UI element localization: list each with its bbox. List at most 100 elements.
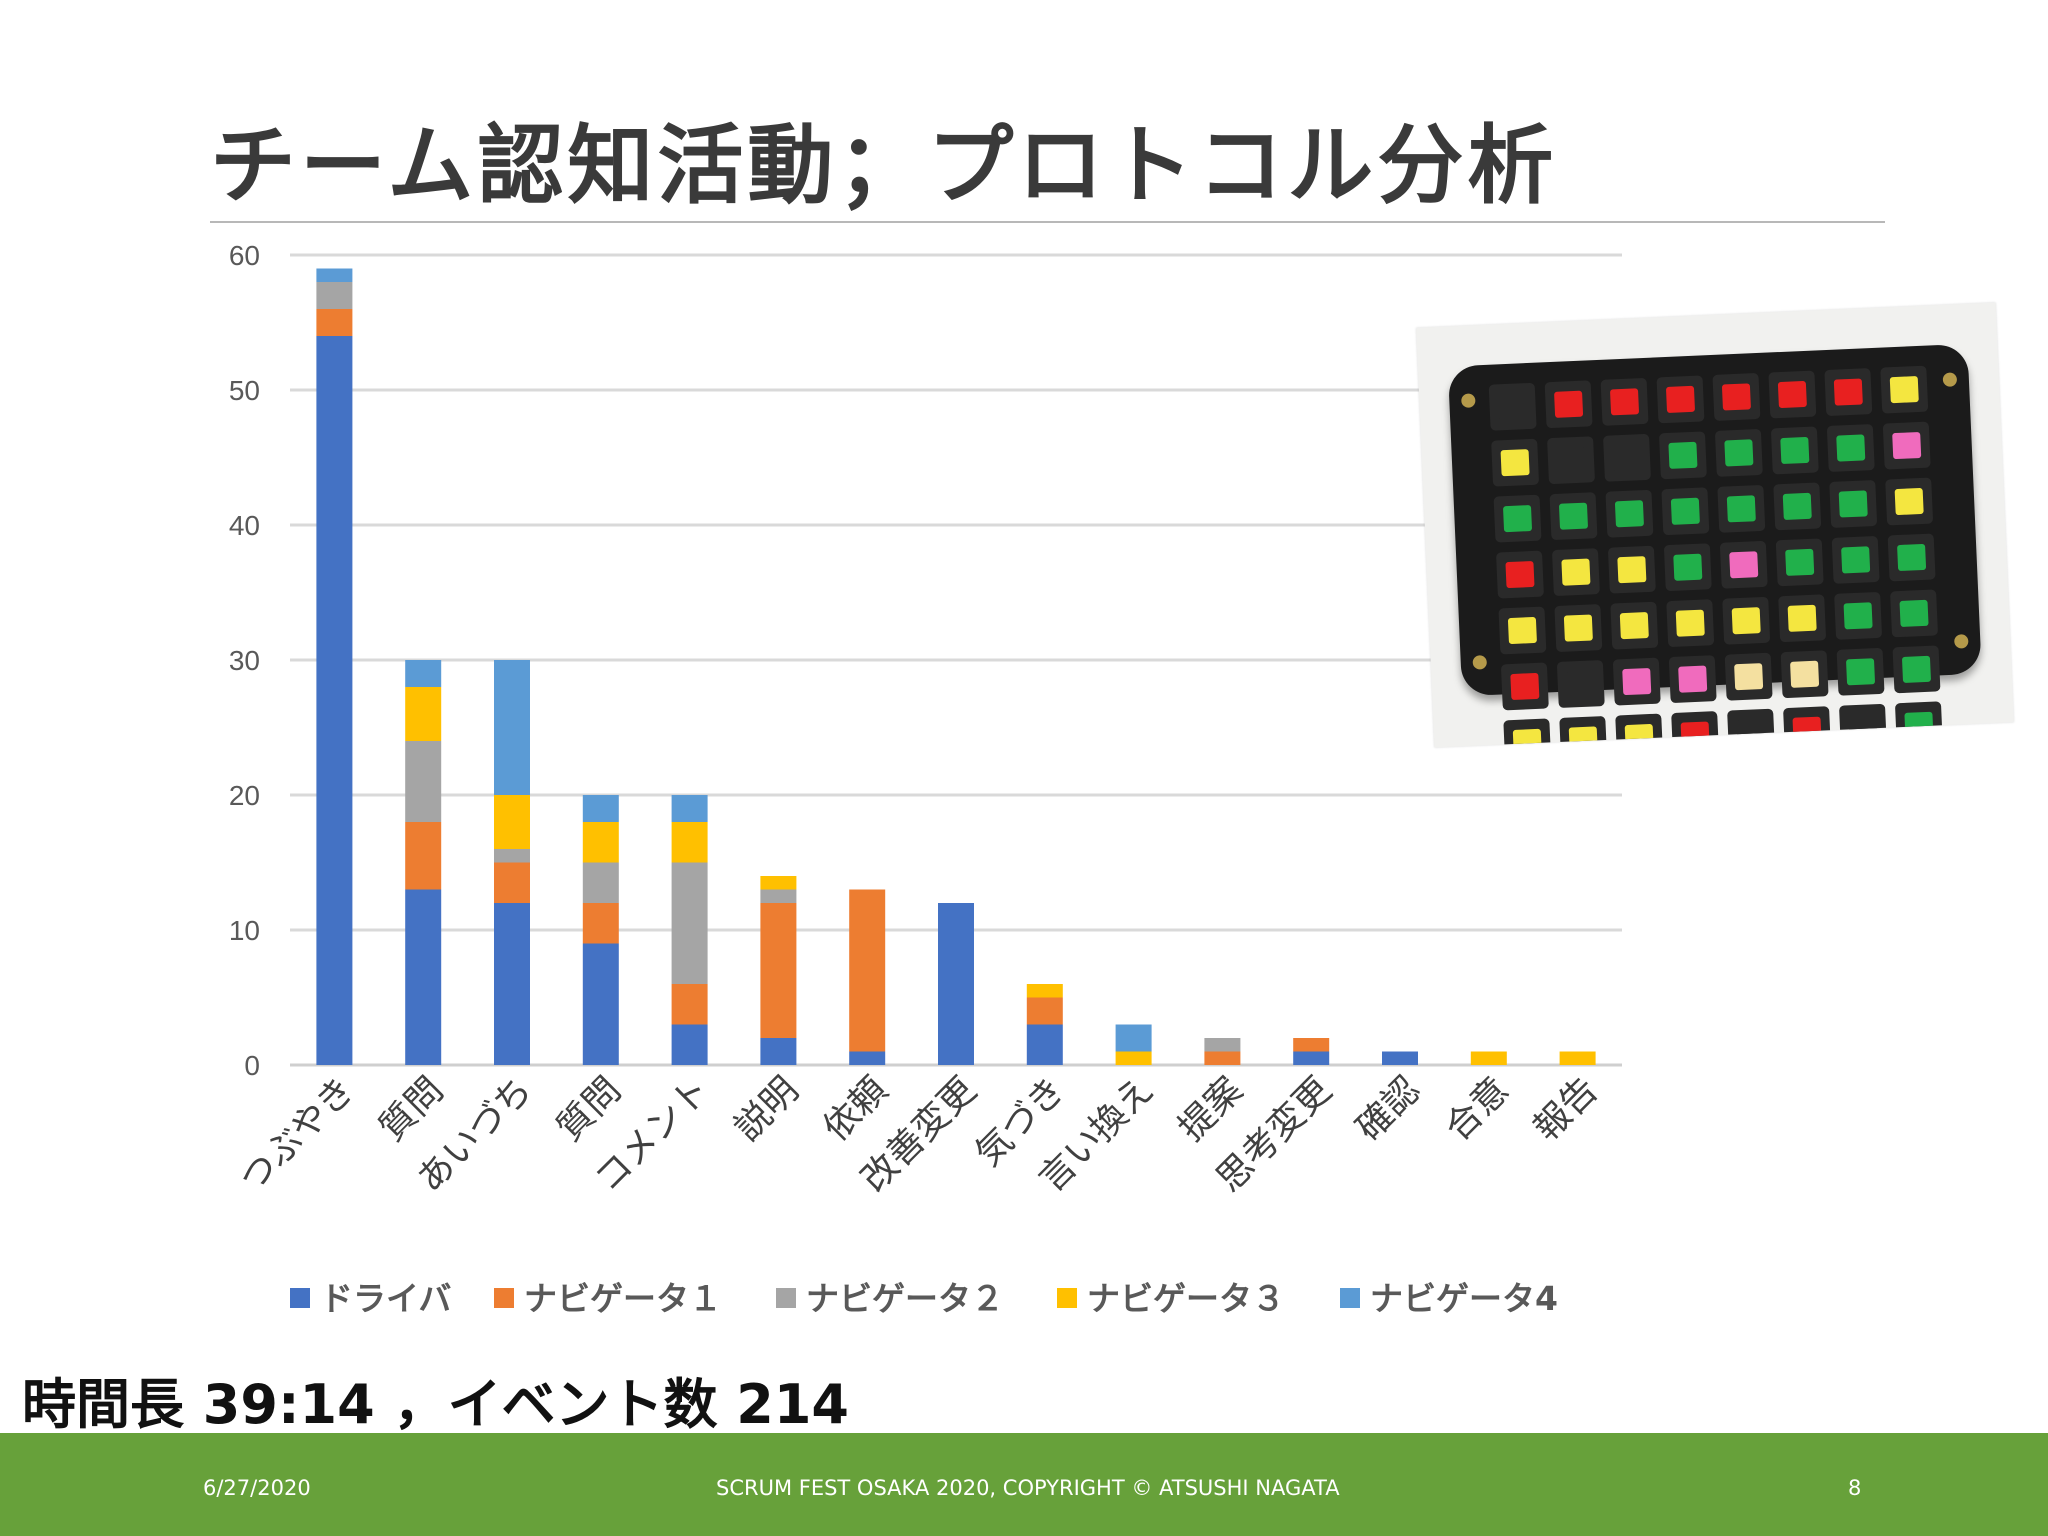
legend-label: ナビゲータ１ (524, 1279, 722, 1318)
bar-segment (1293, 1051, 1330, 1065)
key-label-sticker (1782, 492, 1812, 520)
key-label-sticker (1734, 663, 1764, 691)
bar-segment (494, 903, 530, 1065)
key-label-sticker (1498, 393, 1528, 421)
x-tick-label: 合意 (1437, 1069, 1517, 1149)
chart-bars (316, 268, 1596, 1065)
key-label-sticker (1619, 612, 1649, 640)
bar-segment (582, 943, 619, 1065)
key-label-sticker (1678, 665, 1708, 693)
bar-segment (405, 741, 442, 822)
key-label-sticker (1617, 556, 1647, 584)
key-label-sticker (1897, 543, 1927, 572)
keypad-key (1712, 372, 1761, 421)
keypad-key (1773, 482, 1822, 531)
keypad-key (1607, 545, 1656, 594)
bar-segment (582, 822, 619, 863)
legend-swatch (494, 1288, 514, 1308)
key-label-sticker (1780, 436, 1810, 465)
keypad-key (1831, 535, 1880, 584)
bar-segment (405, 660, 442, 687)
keypad-key (1890, 589, 1939, 638)
key-label-sticker (1670, 497, 1700, 525)
key-label-sticker (1731, 607, 1761, 635)
y-tick-label: 50 (229, 375, 260, 406)
key-label-sticker (1566, 670, 1596, 698)
chart-legend: ドライバ ナビゲータ１ ナビゲータ２ ナビゲータ３ ナビゲータ4 (290, 1279, 1558, 1318)
title-divider (210, 221, 1885, 223)
y-tick-label: 20 (229, 780, 260, 811)
key-label-sticker (1729, 551, 1759, 579)
y-tick-label: 60 (229, 240, 260, 271)
screw-icon (1954, 634, 1969, 649)
bar-segment (1293, 1038, 1330, 1052)
keypad-key (1834, 591, 1883, 640)
bar-segment (316, 309, 353, 336)
key-label-sticker (1558, 502, 1589, 530)
key-label-sticker (1510, 672, 1540, 701)
key-label-sticker (1614, 500, 1644, 528)
y-tick-label: 40 (229, 510, 260, 541)
keypad-key (1495, 550, 1544, 599)
keypad-key (1668, 655, 1717, 704)
keypad-key (1829, 479, 1878, 528)
key-label-sticker (1505, 560, 1535, 589)
screw-icon (1942, 372, 1958, 387)
key-label-sticker (1668, 441, 1698, 469)
key-label-sticker (1901, 655, 1932, 683)
legend-label: ナビゲータ３ (1087, 1279, 1285, 1318)
legend-swatch (1340, 1288, 1360, 1308)
page-number: 8 (1848, 1476, 1862, 1500)
key-label-sticker (1500, 449, 1530, 477)
x-tick-label: 依頼 (816, 1069, 896, 1149)
bar-segment (760, 889, 797, 903)
bar-segment (849, 889, 886, 1052)
key-label-sticker (1724, 439, 1754, 467)
keypad-key (1610, 601, 1659, 650)
keypad-key (1724, 652, 1773, 701)
bar-segment (1204, 1038, 1241, 1052)
y-axis-ticks: 0 10 20 30 40 50 60 (229, 240, 260, 1081)
key-label-sticker (1612, 444, 1642, 472)
bar-segment (1382, 1051, 1418, 1065)
bar-segment (671, 862, 708, 984)
legend-label: ナビゲータ２ (806, 1279, 1004, 1318)
x-tick-label: 質問 (549, 1069, 629, 1149)
x-tick-label: 報告 (1526, 1069, 1606, 1149)
bar-segment (1115, 1051, 1152, 1065)
x-tick-label: 質問 (372, 1069, 452, 1149)
screw-icon (1472, 655, 1488, 670)
keypad-key (1719, 540, 1768, 589)
keypad-key (1885, 477, 1934, 526)
keypad-key (1722, 596, 1771, 645)
keypad-key (1836, 647, 1885, 696)
bar-segment (582, 862, 619, 903)
bar-segment (1204, 1051, 1241, 1065)
keypad-key (1544, 380, 1593, 429)
key-label-sticker (1845, 658, 1876, 686)
bar-segment (849, 1051, 886, 1065)
key-label-sticker (1563, 614, 1593, 642)
bar-segment (671, 984, 708, 1025)
keypad-key (1603, 433, 1651, 482)
key-label-sticker (1787, 604, 1817, 632)
keypad-key (1826, 424, 1875, 472)
x-axis-labels: つぶやき 質問あいづち 質問コメント 説明 依頼改善変更気づき言い換え 提案思考変更 確認合… (232, 1069, 1606, 1200)
bar-segment (494, 849, 530, 863)
key-label-sticker (1892, 431, 1922, 460)
bar-segment (316, 336, 353, 1065)
key-label-sticker (1899, 599, 1929, 628)
key-label-sticker (1675, 609, 1705, 637)
keypad-key (1549, 492, 1598, 541)
x-tick-label: 提案 (1171, 1069, 1251, 1149)
bar-segment (671, 822, 708, 863)
keypad-key (1600, 377, 1649, 426)
bar-segment (494, 862, 530, 903)
key-label-sticker (1889, 376, 1919, 404)
bar-segment (405, 687, 442, 741)
bar-segment (405, 822, 442, 890)
bar-segment (1026, 1024, 1063, 1065)
key-label-sticker (1836, 434, 1866, 462)
key-label-sticker (1554, 390, 1584, 418)
key-label-sticker (1622, 667, 1652, 696)
